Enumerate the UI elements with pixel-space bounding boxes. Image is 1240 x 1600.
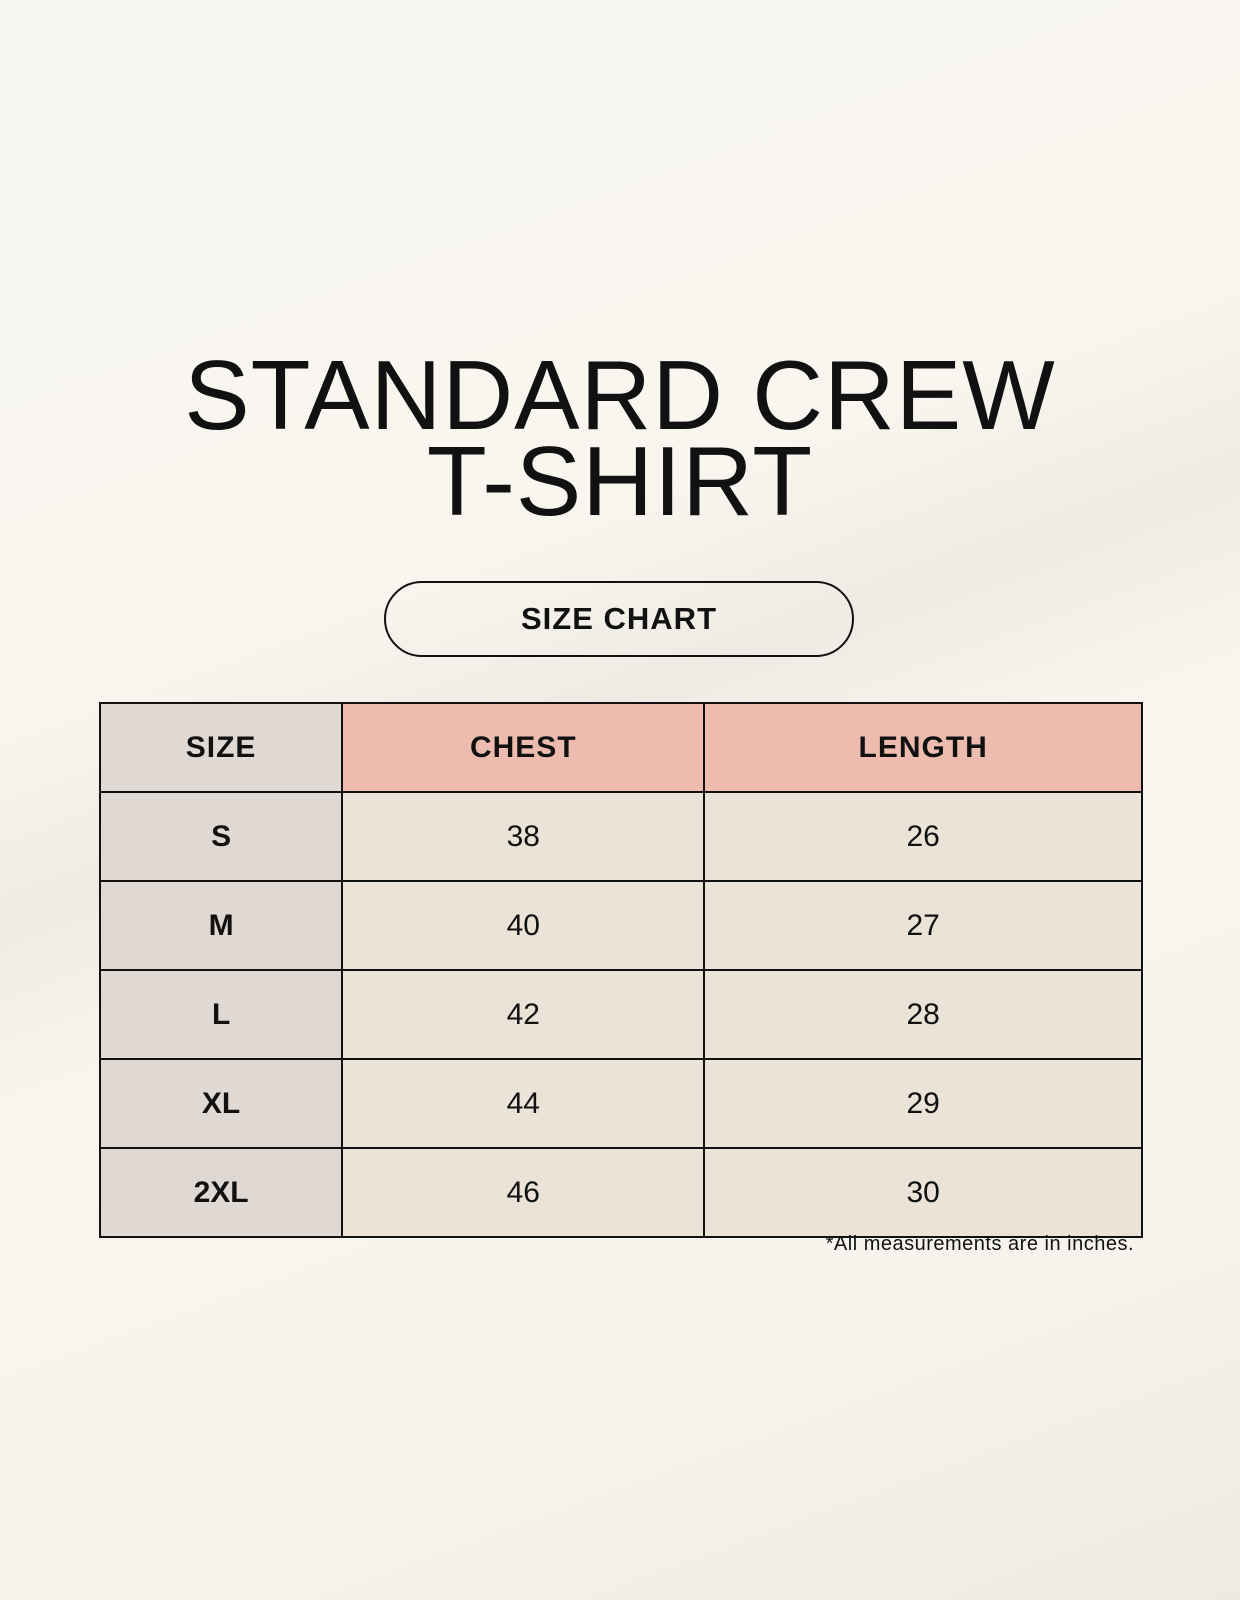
table-row: L 42 28	[98, 969, 1143, 1060]
length-cell: 29	[703, 1058, 1143, 1149]
chest-cell: 46	[341, 1147, 706, 1238]
table-header-row: SIZE CHEST LENGTH	[98, 702, 1143, 793]
chest-cell: 38	[341, 791, 706, 882]
table-row: XL 44 29	[98, 1058, 1143, 1149]
header-length: LENGTH	[703, 702, 1143, 793]
size-cell: 2XL	[98, 1147, 344, 1238]
table-row: S 38 26	[98, 791, 1143, 882]
header-size: SIZE	[98, 702, 344, 793]
chest-cell: 44	[341, 1058, 706, 1149]
measurement-note: *All measurements are in inches.	[825, 1233, 1134, 1255]
length-cell: 26	[703, 791, 1143, 882]
header-chest: CHEST	[341, 702, 706, 793]
table-row: M 40 27	[98, 880, 1143, 971]
size-cell: M	[98, 880, 344, 971]
page-title: STANDARD CREW T-SHIRT	[0, 340, 1240, 536]
title-line-2: T-SHIRT	[426, 426, 814, 536]
size-table: SIZE CHEST LENGTH S 38 26 M 40 27 L 42 2…	[98, 702, 1143, 1238]
table-row: 2XL 46 30	[98, 1147, 1143, 1238]
length-cell: 28	[703, 969, 1143, 1060]
size-cell: XL	[98, 1058, 344, 1149]
length-cell: 30	[703, 1147, 1143, 1238]
size-cell: L	[98, 969, 344, 1060]
size-cell: S	[98, 791, 344, 882]
size-chart-badge: SIZE CHART	[384, 581, 854, 657]
title-line-1: STANDARD CREW	[184, 340, 1056, 450]
chest-cell: 40	[341, 880, 706, 971]
length-cell: 27	[703, 880, 1143, 971]
chest-cell: 42	[341, 969, 706, 1060]
